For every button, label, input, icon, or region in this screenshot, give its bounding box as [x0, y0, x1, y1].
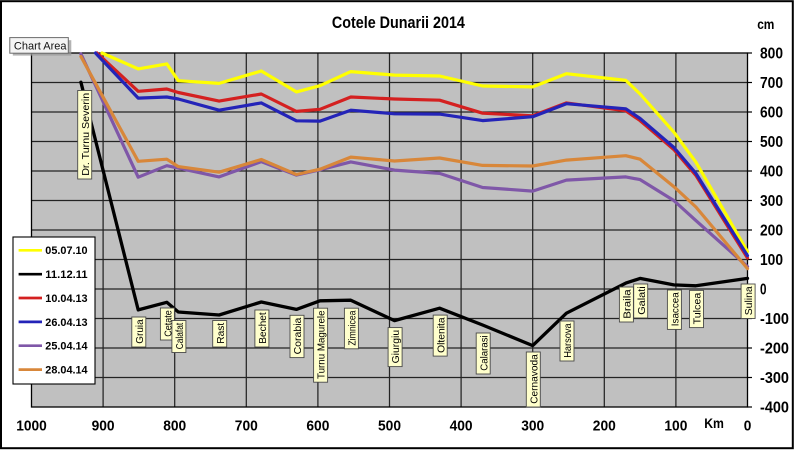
svg-text:0: 0: [760, 281, 767, 298]
svg-text:400: 400: [450, 419, 473, 435]
svg-text:Km: Km: [704, 416, 724, 431]
svg-text:300: 300: [521, 419, 544, 435]
svg-text:700: 700: [235, 419, 258, 435]
svg-text:200: 200: [593, 419, 616, 435]
svg-text:200: 200: [760, 222, 783, 239]
svg-text:800: 800: [163, 419, 186, 435]
svg-text:-200: -200: [760, 340, 789, 357]
svg-text:Turnu Magurele: Turnu Magurele: [317, 310, 328, 379]
svg-text:Dr. Turnu Severin: Dr. Turnu Severin: [81, 93, 92, 176]
svg-text:900: 900: [92, 419, 115, 435]
svg-text:-300: -300: [760, 370, 789, 387]
svg-text:100: 100: [760, 252, 783, 269]
svg-text:Isaccea: Isaccea: [671, 292, 682, 326]
svg-text:500: 500: [760, 134, 783, 151]
svg-text:Calarasi: Calarasi: [479, 335, 490, 371]
svg-text:800: 800: [760, 45, 783, 62]
svg-text:Braila: Braila: [623, 289, 634, 319]
svg-text:Harsova: Harsova: [563, 323, 574, 358]
svg-text:Galati: Galati: [637, 286, 648, 315]
svg-text:0: 0: [744, 419, 752, 435]
svg-text:Gruia: Gruia: [135, 319, 146, 344]
svg-text:Cetate: Cetate: [164, 310, 175, 337]
svg-text:Corabia: Corabia: [293, 317, 304, 354]
svg-text:28.04.14: 28.04.14: [45, 364, 87, 376]
svg-text:11.12.11: 11.12.11: [45, 269, 87, 281]
svg-text:Chart Area: Chart Area: [14, 40, 67, 52]
svg-text:-400: -400: [760, 399, 789, 416]
svg-text:Calafat: Calafat: [175, 323, 186, 350]
svg-text:600: 600: [306, 419, 329, 435]
svg-text:cm: cm: [757, 17, 774, 32]
svg-text:100: 100: [664, 419, 687, 435]
svg-text:700: 700: [760, 75, 783, 92]
svg-text:1000: 1000: [16, 419, 47, 435]
svg-text:300: 300: [760, 193, 783, 210]
svg-text:Sulina: Sulina: [744, 286, 755, 315]
svg-text:Cotele Dunarii 2014: Cotele Dunarii 2014: [332, 14, 465, 32]
svg-text:10.04.13: 10.04.13: [45, 293, 87, 305]
svg-text:Bechet: Bechet: [258, 312, 269, 344]
svg-text:25.04.14: 25.04.14: [45, 341, 87, 353]
svg-text:-100: -100: [760, 311, 789, 328]
svg-text:400: 400: [760, 163, 783, 180]
svg-text:Oltenita: Oltenita: [436, 317, 447, 353]
svg-text:500: 500: [378, 419, 401, 435]
svg-text:26.04.13: 26.04.13: [45, 317, 87, 329]
svg-text:Cernavoda: Cernavoda: [529, 354, 540, 404]
svg-text:05.07.10: 05.07.10: [45, 245, 87, 257]
svg-text:Zimnicea: Zimnicea: [348, 310, 359, 345]
svg-text:Giurgiu: Giurgiu: [391, 330, 402, 364]
svg-text:600: 600: [760, 104, 783, 121]
svg-text:Tulcea: Tulcea: [693, 292, 704, 324]
svg-text:Rast: Rast: [216, 323, 227, 344]
